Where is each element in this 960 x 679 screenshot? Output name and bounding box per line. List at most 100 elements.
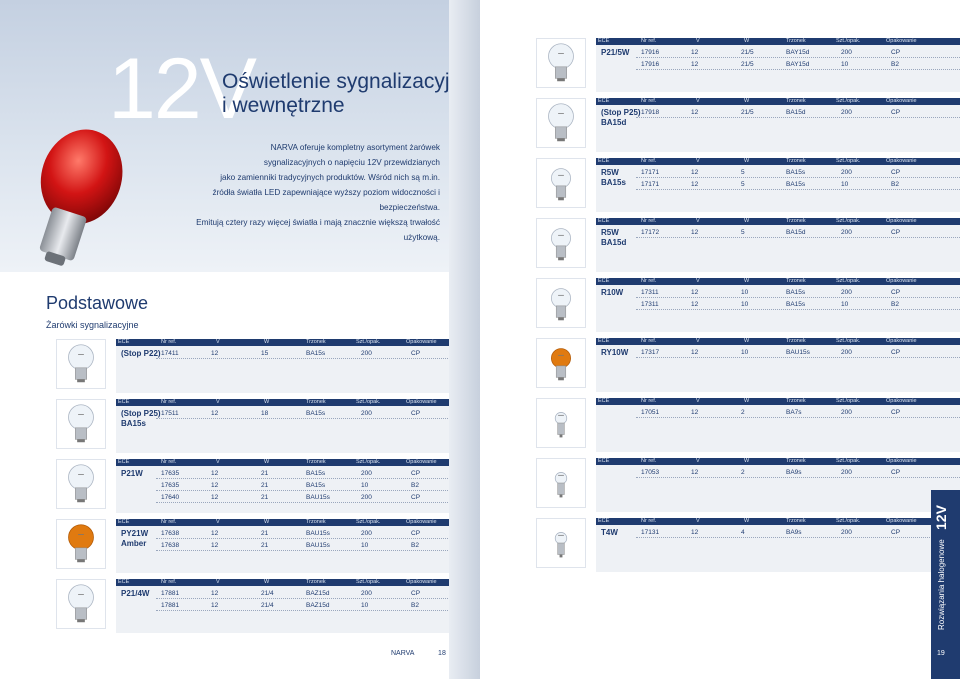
bulb-code: (Stop P25) BA15s <box>121 409 161 428</box>
table-cell: 17881 <box>161 602 180 609</box>
table-cell: BA15s <box>786 181 806 188</box>
table-cell: BA15s <box>306 410 326 417</box>
table-cell: 12 <box>211 470 219 477</box>
page-number-right: 19 <box>937 650 945 657</box>
column-header: Opakowanie <box>886 98 917 104</box>
column-header: Szt./opak. <box>356 399 381 405</box>
column-header: Szt./opak. <box>836 278 861 284</box>
table-header: ECE Nr ref. V W Trzonek Szt./opak. Opakowanie <box>596 338 960 345</box>
table-cell: 12 <box>211 350 219 357</box>
column-header: Nr ref. <box>641 218 657 224</box>
table-cell: 2 <box>741 409 745 416</box>
table-cell: 12 <box>691 229 699 236</box>
side-tab-voltage: 12V <box>933 505 949 530</box>
table-header: ECE Nr ref. V W Trzonek Szt./opak. Opakowanie <box>116 399 480 406</box>
product-panel: ECE Nr ref. V W Trzonek Szt./opak. Opakowanie R… <box>596 338 960 392</box>
table-cell: 12 <box>691 181 699 188</box>
table-cell: 200 <box>841 109 852 116</box>
column-header: W <box>744 518 750 524</box>
table-cell: 12 <box>691 529 699 536</box>
intro-line: Emitują cztery razy więcej światła i maj… <box>196 218 440 242</box>
table-cell: BAU15s <box>306 542 330 549</box>
column-header: Nr ref. <box>641 38 657 44</box>
table-cell: CP <box>411 590 421 597</box>
column-header: Nr ref. <box>161 339 177 345</box>
table-cell: B2 <box>411 542 419 549</box>
column-header: V <box>696 518 700 524</box>
table-cell: 17638 <box>161 530 180 537</box>
column-header: Nr ref. <box>641 398 657 404</box>
table-cell: 17053 <box>641 469 660 476</box>
column-header: Trzonek <box>786 98 806 104</box>
column-header: Trzonek <box>786 458 806 464</box>
column-header: W <box>264 399 270 405</box>
table-cell: 10 <box>741 289 749 296</box>
table-cell: BAY15d <box>786 49 810 56</box>
column-header: Szt./opak. <box>836 38 861 44</box>
table-header: ECE Nr ref. V W Trzonek Szt./opak. Opakowanie <box>116 579 480 586</box>
table-header: ECE Nr ref. V W Trzonek Szt./opak. Opakowanie <box>596 158 960 165</box>
column-header: V <box>216 399 220 405</box>
table-cell: 17881 <box>161 590 180 597</box>
product-panel: ECE Nr ref. V W Trzonek Szt./opak. Opakowanie (… <box>116 399 480 453</box>
table-row: 17635 12 21 BA15s 200 CP <box>156 468 480 479</box>
bulb-thumbnail <box>536 398 586 448</box>
table-cell: 21 <box>261 470 269 477</box>
column-header: Szt./opak. <box>836 458 861 464</box>
product-panel: ECE Nr ref. V W Trzonek Szt./opak. Opakowanie R… <box>596 218 960 272</box>
column-header: Trzonek <box>786 38 806 44</box>
column-header: Trzonek <box>306 579 326 585</box>
bulb-thumbnail <box>56 459 106 509</box>
column-header: V <box>696 338 700 344</box>
column-header: Nr ref. <box>641 338 657 344</box>
left-page: 12V Oświetlenie sygnalizacyjne i wewnętr… <box>0 0 480 679</box>
table-cell: BAU15s <box>306 530 330 537</box>
table-cell: 12 <box>691 169 699 176</box>
column-header: Trzonek <box>306 339 326 345</box>
product-panel: ECE Nr ref. V W Trzonek Szt./opak. Opakowanie P… <box>116 459 480 513</box>
column-header: Szt./opak. <box>836 158 861 164</box>
table-cell: 200 <box>361 530 372 537</box>
table-row: 17411 12 15 BA15s 200 CP <box>156 348 480 359</box>
column-header: Opakowanie <box>886 278 917 284</box>
table-header: ECE Nr ref. V W Trzonek Szt./opak. Opakowanie <box>596 518 960 525</box>
column-header: Szt./opak. <box>836 518 861 524</box>
bulb-thumbnail <box>56 579 106 629</box>
table-row: 17881 12 21/4 BAZ15d 200 CP <box>156 588 480 599</box>
bulb-thumbnail <box>56 399 106 449</box>
column-header: Nr ref. <box>641 158 657 164</box>
table-cell: 17311 <box>641 301 659 308</box>
table-cell: 15 <box>261 350 269 357</box>
column-header: V <box>696 38 700 44</box>
table-cell: 17171 <box>641 181 660 188</box>
table-cell: BA9s <box>786 529 802 536</box>
table-cell: 17635 <box>161 482 180 489</box>
table-header: ECE Nr ref. V W Trzonek Szt./opak. Opakowanie <box>116 459 480 466</box>
intro-line: sygnalizacyjnych o napięciu 12V przewidz… <box>263 158 440 167</box>
table-cell: B2 <box>891 181 899 188</box>
table-cell: BA7s <box>786 409 802 416</box>
bulb-code: P21/5W <box>601 48 630 57</box>
table-cell: B2 <box>411 482 419 489</box>
bulb-code: (Stop P25) BA15d <box>601 108 641 127</box>
bulb-thumbnail <box>536 518 586 568</box>
column-header: W <box>264 519 270 525</box>
bulb-thumbnail <box>536 278 586 328</box>
column-header: V <box>696 278 700 284</box>
table-cell: BA15s <box>786 169 806 176</box>
bulb-thumbnail <box>56 339 106 389</box>
footer-brand: NARVA <box>391 650 415 657</box>
table-cell: 12 <box>211 530 219 537</box>
intro-line: źródła światła LED zapewniające wyższy p… <box>212 188 440 212</box>
title-line-2: i wewnętrzne <box>222 94 345 117</box>
column-header: Opakowanie <box>886 38 917 44</box>
table-cell: 12 <box>211 542 219 549</box>
table-cell: 17411 <box>161 350 179 357</box>
table-cell: CP <box>891 229 901 236</box>
column-header: Opakowanie <box>886 218 917 224</box>
column-header: ECE <box>598 518 610 524</box>
column-header: Opakowanie <box>886 158 917 164</box>
table-row: 17171 12 5 BA15s 200 CP <box>636 167 960 178</box>
bulb-thumbnail <box>536 38 586 88</box>
bulb-code: R5W BA15s <box>601 168 626 187</box>
